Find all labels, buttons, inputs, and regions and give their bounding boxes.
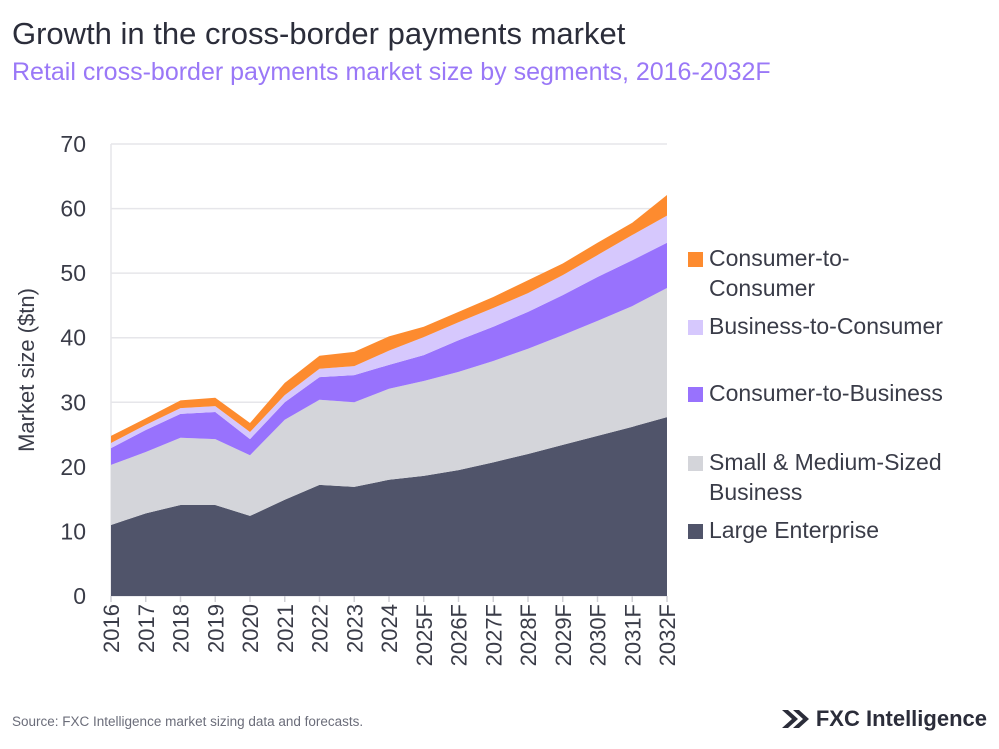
y-axis-label: Market size ($tn)	[14, 288, 39, 452]
legend-label: Consumer	[709, 275, 815, 301]
legend-swatch	[688, 524, 703, 539]
x-tick-label: 2025F	[412, 604, 437, 666]
x-tick-label: 2020	[238, 604, 263, 653]
x-tick-label: 2021	[273, 604, 298, 653]
x-tick-label: 2029F	[551, 604, 576, 666]
legend-swatch	[688, 387, 703, 402]
fxc-logo-icon	[781, 710, 809, 728]
legend-swatch	[688, 456, 703, 471]
x-tick-label: 2028F	[516, 604, 541, 666]
x-tick-label: 2027F	[481, 604, 506, 666]
y-tick-label: 30	[60, 389, 86, 415]
legend-label: Business	[709, 479, 802, 505]
x-tick-label: 2026F	[447, 604, 472, 666]
x-tick-label: 2017	[134, 604, 159, 653]
legend-label: Consumer-to-	[709, 245, 850, 271]
area-consumer-to-business	[111, 242, 667, 465]
area-large-enterprise	[111, 417, 667, 596]
chart-title: Growth in the cross-border payments mark…	[12, 16, 626, 51]
legend-label: Business-to-Consumer	[709, 313, 943, 339]
legend-swatch	[688, 252, 703, 267]
x-tick-label: 2022	[308, 604, 333, 653]
legend-label: Consumer-to-Business	[709, 380, 943, 406]
x-tick-label: 2018	[169, 604, 194, 653]
legend-swatch	[688, 320, 703, 335]
legend-label: Large Enterprise	[709, 517, 879, 543]
x-tick-label: 2030F	[586, 604, 611, 666]
y-tick-label: 50	[60, 260, 86, 286]
x-tick-label: 2023	[342, 604, 367, 653]
y-tick-label: 70	[60, 131, 86, 157]
y-tick-label: 20	[60, 454, 86, 480]
y-tick-label: 40	[60, 325, 86, 351]
y-tick-label: 0	[73, 583, 86, 609]
x-tick-label: 2032F	[655, 604, 680, 666]
chart-subtitle: Retail cross-border payments market size…	[12, 58, 771, 86]
y-tick-label: 60	[60, 196, 86, 222]
x-tick-label: 2019	[203, 604, 228, 653]
area-small-medium-sized-business	[111, 287, 667, 525]
fxc-logo: FXC Intelligence	[780, 706, 987, 732]
x-tick-label: 2024	[377, 604, 402, 653]
y-tick-label: 10	[60, 518, 86, 544]
x-tick-label: 2016	[99, 604, 124, 653]
logo-text: FXC Intelligence	[815, 706, 987, 731]
x-tick-label: 2031F	[620, 604, 645, 666]
legend-label: Small & Medium-Sized	[709, 449, 942, 475]
source-note: Source: FXC Intelligence market sizing d…	[12, 714, 364, 729]
